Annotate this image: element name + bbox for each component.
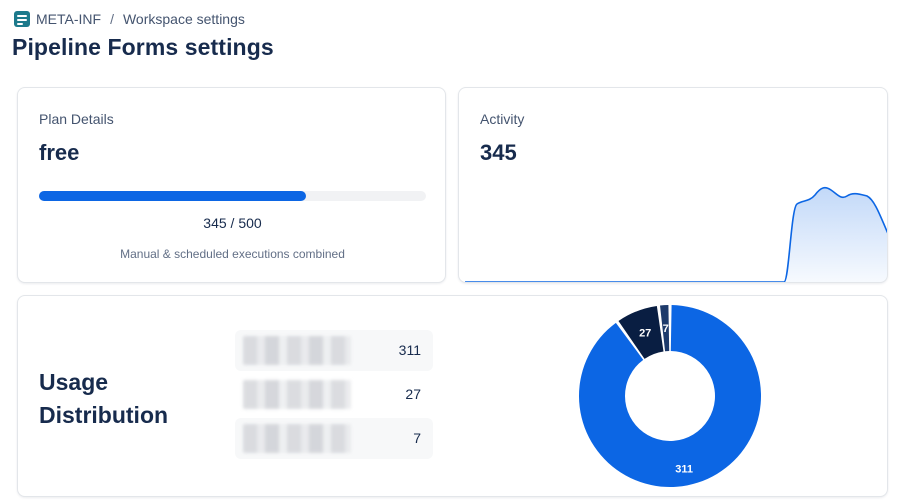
donut-slice[interactable] [660, 305, 670, 352]
activity-card: Activity 345 [458, 87, 888, 283]
redacted-name [243, 424, 351, 453]
donut-slice-label: 311 [675, 464, 693, 476]
activity-value: 345 [480, 140, 517, 165]
usage-count: 27 [405, 386, 421, 402]
activity-line [465, 186, 887, 282]
usage-distribution-card: Usage Distribution 311 27 7 311 27 7 [17, 295, 888, 497]
page-title: Pipeline Forms settings [12, 34, 274, 60]
donut-slice-label: 7 [663, 323, 669, 335]
app-logo-icon [14, 11, 30, 27]
breadcrumb-separator: / [110, 11, 114, 27]
plan-usage-text: 345 / 500 [203, 215, 262, 231]
donut-slice[interactable] [618, 305, 664, 359]
redacted-name [243, 380, 351, 409]
plan-usage-note: Manual & scheduled executions combined [120, 247, 345, 261]
breadcrumb-org-link[interactable]: META-INF [36, 11, 102, 27]
usage-list-item[interactable]: 311 [235, 330, 433, 371]
plan-usage-progress-fill [39, 191, 307, 201]
activity-sparkline [465, 186, 887, 282]
usage-list: 311 27 7 [235, 330, 433, 462]
usage-donut-chart: 311 27 7 [579, 305, 761, 487]
donut-slice[interactable] [579, 305, 761, 487]
usage-distribution-title: Usage Distribution [39, 369, 169, 428]
usage-count: 311 [398, 342, 421, 358]
plan-usage-progress-bar [39, 191, 426, 201]
activity-label: Activity [480, 111, 525, 127]
donut-slice-label: 27 [639, 328, 651, 340]
plan-details-label: Plan Details [39, 111, 114, 127]
redacted-name [243, 336, 351, 365]
usage-list-item[interactable]: 27 [235, 374, 433, 415]
usage-list-item[interactable]: 7 [235, 418, 433, 459]
usage-count: 7 [413, 430, 421, 446]
plan-name: free [39, 140, 80, 165]
breadcrumb-page-link[interactable]: Workspace settings [122, 11, 245, 27]
plan-details-card: Plan Details free 345 / 500 Manual & sch… [17, 87, 446, 283]
activity-area [465, 187, 887, 282]
breadcrumb: META-INF / Workspace settings [14, 10, 245, 28]
